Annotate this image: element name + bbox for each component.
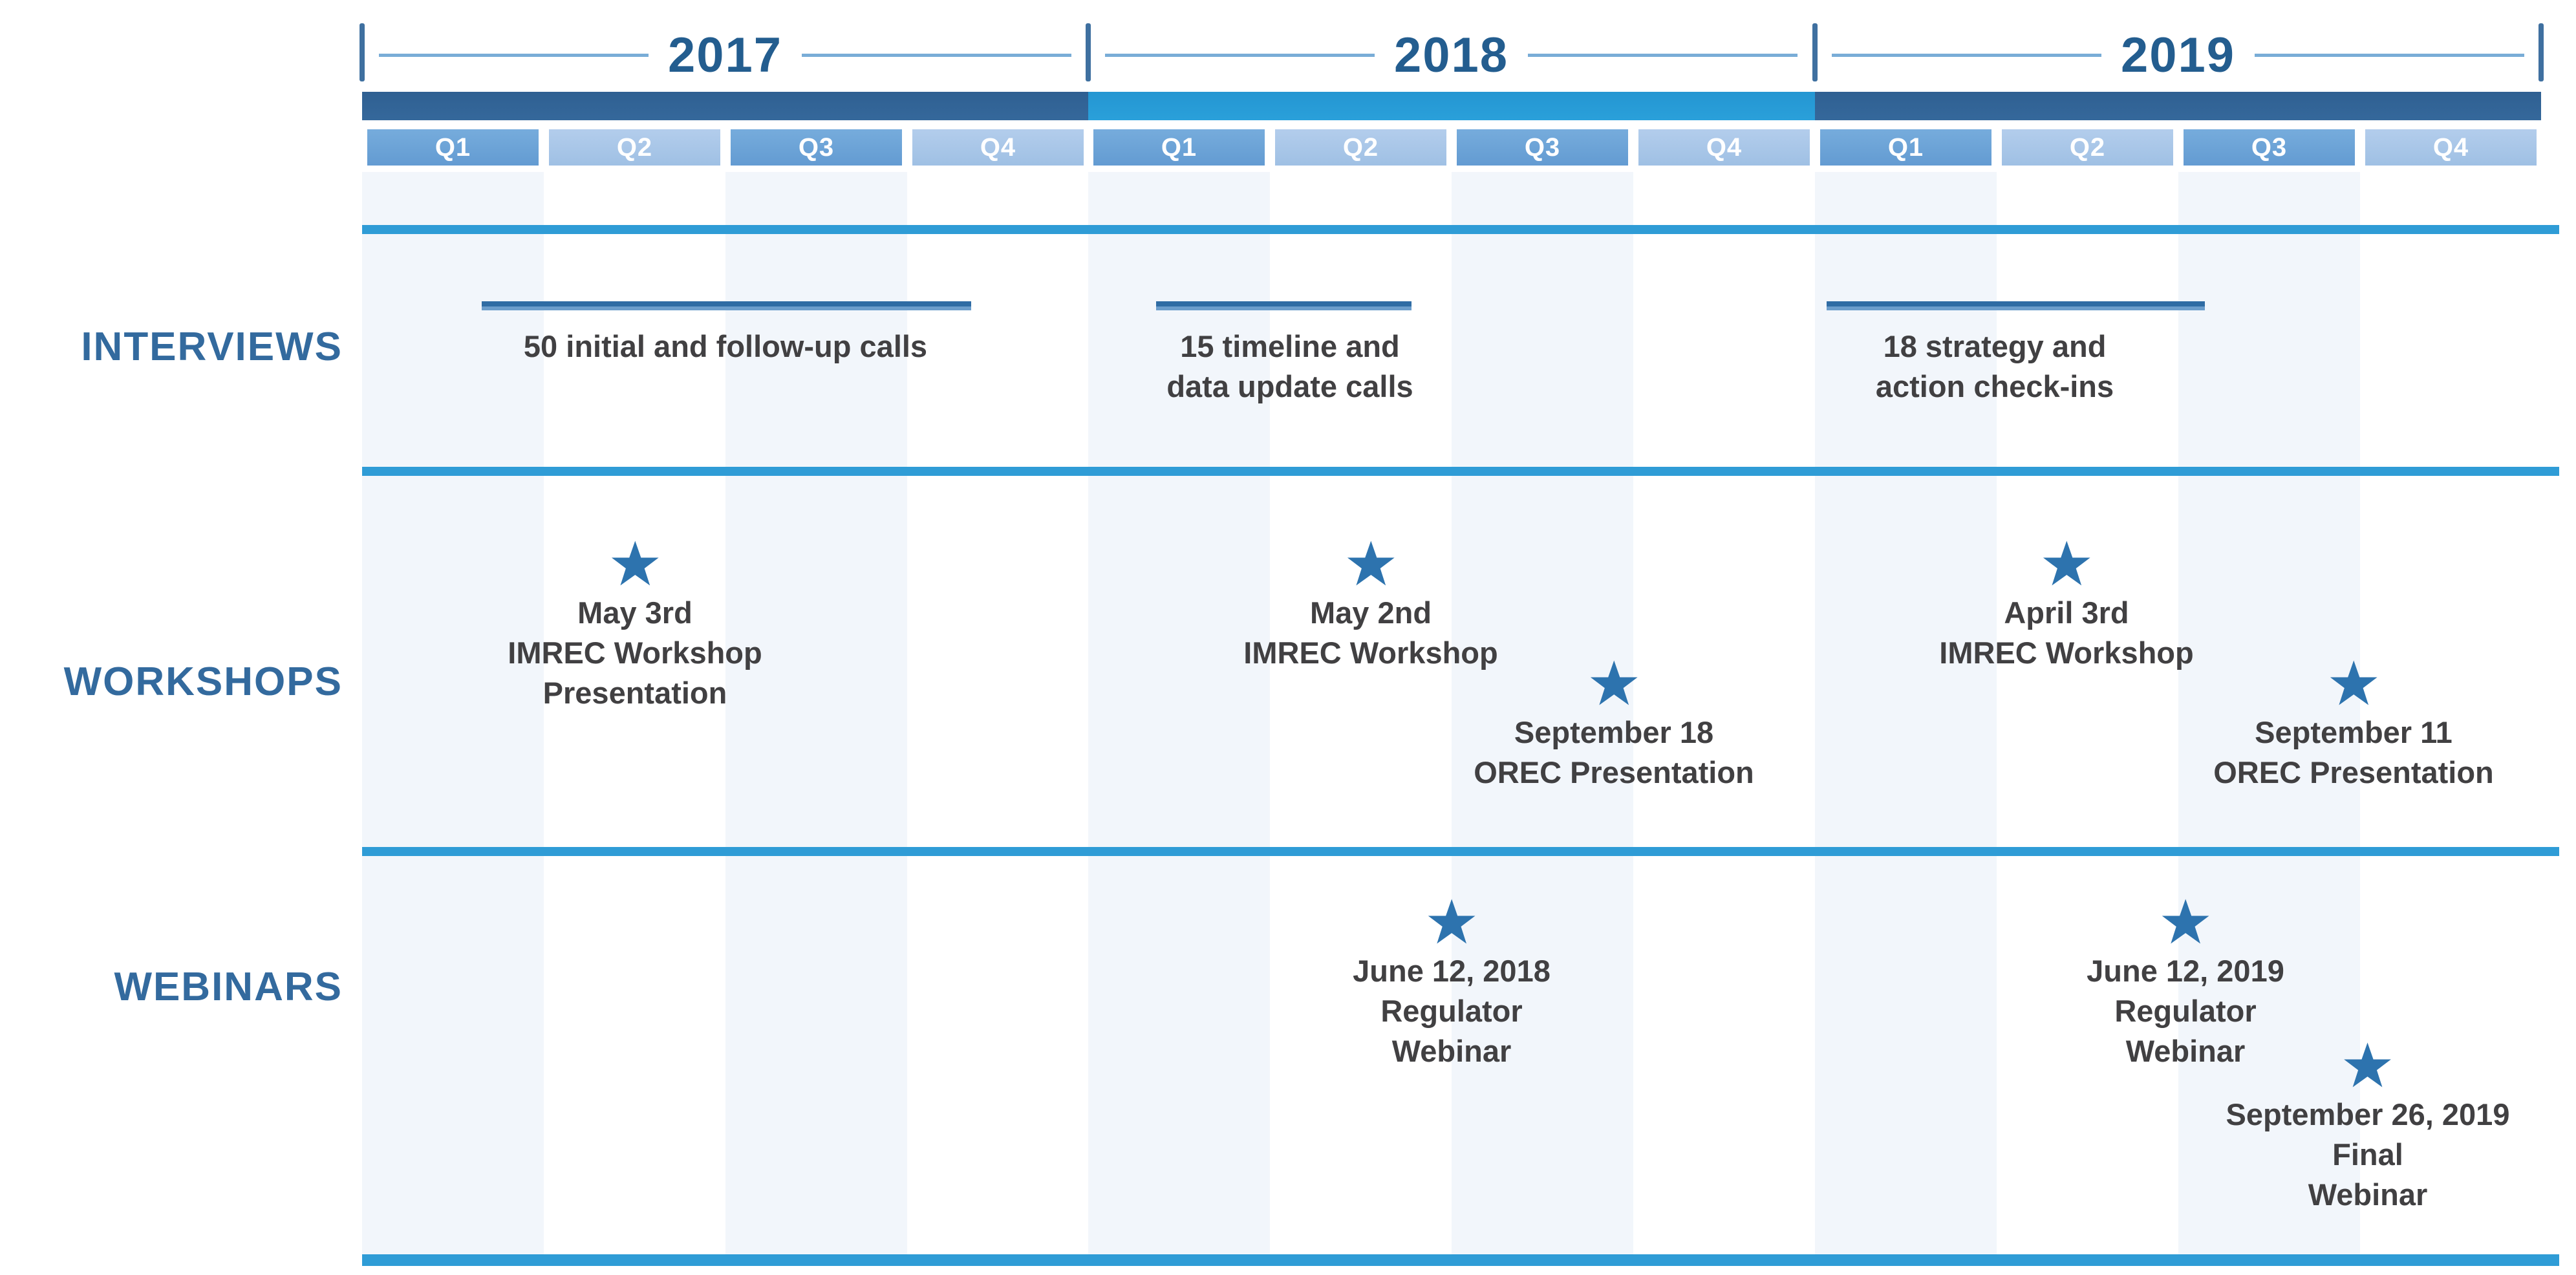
interview-caption-2017: 50 initial and follow-up calls bbox=[524, 327, 927, 367]
year-header-line bbox=[379, 53, 649, 57]
quarter-stripe bbox=[1088, 172, 1270, 1254]
year-bar-2019 bbox=[1815, 92, 2541, 120]
year-boundary-tick bbox=[1086, 23, 1091, 81]
quarter-cell-2019-q4: Q4 bbox=[2365, 129, 2537, 166]
year-header-2017: 2017 bbox=[362, 19, 1088, 91]
quarter-stripe bbox=[1452, 172, 1633, 1254]
year-header-line bbox=[1832, 53, 2101, 57]
quarter-cell-2019-q1: Q1 bbox=[1820, 129, 1991, 166]
year-label: 2018 bbox=[1393, 27, 1509, 83]
year-header-line bbox=[1105, 53, 1375, 57]
event-line: September 11 bbox=[2255, 715, 2453, 749]
row-divider-interviews-workshops bbox=[362, 467, 2559, 476]
event-line: IMREC Workshop bbox=[508, 636, 762, 670]
interview-bar-2017 bbox=[482, 301, 971, 310]
star-icon bbox=[611, 541, 659, 586]
caption-line: 15 timeline and bbox=[1180, 329, 1400, 363]
quarter-cell-2019-q3: Q3 bbox=[2184, 129, 2355, 166]
quarter-cell-2019-q2: Q2 bbox=[2002, 129, 2173, 166]
event-line: September 18 bbox=[1514, 715, 1714, 749]
quarter-cell-2017-q1: Q1 bbox=[367, 129, 539, 166]
quarter-cell-2017-q4: Q4 bbox=[912, 129, 1084, 166]
year-header-line bbox=[802, 53, 1072, 57]
year-bar-2017 bbox=[362, 92, 1088, 120]
year-header-2019: 2019 bbox=[1815, 19, 2541, 91]
caption-line: 50 initial and follow-up calls bbox=[523, 329, 928, 363]
webinar-event-jun12-2019: June 12, 2019 Regulator Webinar bbox=[2087, 898, 2284, 1071]
workshop-event-sep18-2018: September 18 OREC Presentation bbox=[1474, 659, 1754, 793]
event-line: September 26, 2019 bbox=[2226, 1097, 2510, 1131]
year-boundary-tick bbox=[2538, 23, 2544, 81]
quarter-stripe bbox=[1815, 172, 1997, 1254]
row-divider-workshops-webinars bbox=[362, 847, 2559, 856]
event-line: OREC Presentation bbox=[2213, 755, 2494, 789]
year-label: 2019 bbox=[2120, 27, 2236, 83]
workshop-event-apr3-2019: April 3rd IMREC Workshop bbox=[1939, 540, 2194, 673]
row-divider-bottom bbox=[362, 1254, 2559, 1266]
caption-line: action check-ins bbox=[1875, 369, 2114, 403]
year-header-2018: 2018 bbox=[1088, 19, 1814, 91]
star-icon bbox=[2344, 1042, 2392, 1088]
workshop-event-may3-2017: May 3rd IMREC Workshop Presentation bbox=[508, 540, 762, 713]
year-bar-2018 bbox=[1088, 92, 1815, 120]
interview-bar-2019 bbox=[1827, 301, 2205, 310]
star-icon bbox=[1590, 660, 1638, 705]
event-line: Webinar bbox=[2125, 1034, 2246, 1068]
quarter-stripe bbox=[725, 172, 907, 1254]
interview-caption-2019: 18 strategy and action check-ins bbox=[1876, 327, 2114, 407]
star-icon bbox=[1428, 899, 1476, 944]
quarter-cell-2017-q3: Q3 bbox=[731, 129, 902, 166]
webinar-event-jun12-2018: June 12, 2018 Regulator Webinar bbox=[1353, 898, 1551, 1071]
event-line: IMREC Workshop bbox=[1243, 636, 1498, 670]
event-line: Regulator bbox=[2114, 994, 2257, 1028]
event-line: Presentation bbox=[542, 676, 727, 710]
webinar-event-sep26-2019: September 26, 2019 Final Webinar bbox=[2226, 1042, 2510, 1215]
quarter-stripe bbox=[2178, 172, 2360, 1254]
star-icon bbox=[2330, 660, 2377, 705]
star-icon bbox=[1347, 541, 1395, 586]
year-label: 2017 bbox=[667, 27, 783, 83]
year-boundary-tick bbox=[1812, 23, 1818, 81]
event-line: Webinar bbox=[1391, 1034, 1512, 1068]
interview-bar-2018 bbox=[1156, 301, 1411, 310]
quarter-cell-2018-q1: Q1 bbox=[1093, 129, 1265, 166]
interview-caption-2018: 15 timeline and data update calls bbox=[1166, 327, 1413, 407]
caption-line: data update calls bbox=[1166, 369, 1413, 403]
event-line: June 12, 2018 bbox=[1353, 954, 1551, 988]
workshop-event-may2-2018: May 2nd IMREC Workshop bbox=[1243, 540, 1498, 673]
row-label-webinars: WEBINARS bbox=[114, 964, 343, 1009]
caption-line: 18 strategy and bbox=[1883, 329, 2107, 363]
event-line: OREC Presentation bbox=[1474, 755, 1754, 789]
star-icon bbox=[2043, 541, 2090, 586]
quarter-cell-2018-q4: Q4 bbox=[1638, 129, 1810, 166]
star-icon bbox=[2162, 899, 2209, 944]
workshop-event-sep11-2019: September 11 OREC Presentation bbox=[2213, 659, 2494, 793]
row-label-interviews: INTERVIEWS bbox=[81, 324, 343, 369]
row-label-workshops: WORKSHOPS bbox=[63, 659, 343, 704]
event-line: IMREC Workshop bbox=[1939, 636, 2194, 670]
event-line: June 12, 2019 bbox=[2087, 954, 2284, 988]
quarter-cell-2017-q2: Q2 bbox=[549, 129, 720, 166]
event-line: May 3rd bbox=[577, 595, 692, 630]
row-divider-header bbox=[362, 225, 2559, 234]
year-boundary-tick bbox=[360, 23, 365, 81]
event-line: April 3rd bbox=[2004, 595, 2129, 630]
year-header-line bbox=[1528, 53, 1798, 57]
year-header-line bbox=[2255, 53, 2525, 57]
event-line: Final bbox=[2332, 1137, 2403, 1172]
event-line: Webinar bbox=[2308, 1177, 2428, 1212]
quarter-cell-2018-q2: Q2 bbox=[1275, 129, 1446, 166]
event-line: May 2nd bbox=[1309, 595, 1432, 630]
quarter-cell-2018-q3: Q3 bbox=[1457, 129, 1628, 166]
event-line: Regulator bbox=[1380, 994, 1523, 1028]
quarter-stripe bbox=[362, 172, 544, 1254]
